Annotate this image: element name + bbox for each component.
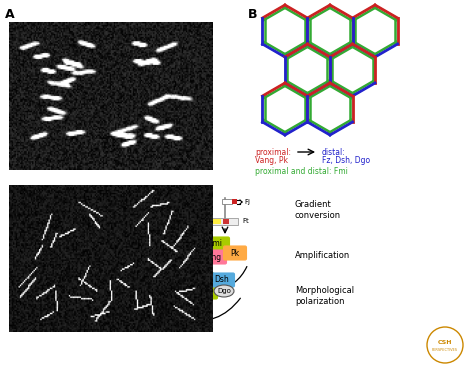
Text: Pk: Pk xyxy=(140,280,150,290)
FancyBboxPatch shape xyxy=(210,273,235,287)
FancyBboxPatch shape xyxy=(152,273,179,287)
FancyBboxPatch shape xyxy=(134,278,156,292)
Text: PERSPECTIVES: PERSPECTIVES xyxy=(432,348,458,352)
Text: Fmi: Fmi xyxy=(208,239,222,248)
Text: Fz: Fz xyxy=(199,276,207,284)
FancyBboxPatch shape xyxy=(172,250,194,264)
FancyBboxPatch shape xyxy=(148,285,177,299)
Text: Dgo: Dgo xyxy=(148,243,162,249)
Text: proximal:: proximal: xyxy=(255,148,291,157)
Text: Vang, Pk: Vang, Pk xyxy=(255,156,288,165)
Ellipse shape xyxy=(214,285,234,297)
Bar xyxy=(232,199,237,204)
Text: C: C xyxy=(103,190,112,203)
Text: Vang: Vang xyxy=(155,276,174,284)
Bar xyxy=(125,199,135,204)
Text: Dgo: Dgo xyxy=(217,288,231,294)
Text: Fz: Fz xyxy=(179,252,187,262)
FancyBboxPatch shape xyxy=(191,273,215,287)
Bar xyxy=(182,211,190,216)
Text: CSH: CSH xyxy=(438,339,452,345)
Text: distal:: distal: xyxy=(322,148,346,157)
Text: Pk: Pk xyxy=(230,248,239,258)
Text: Amplification: Amplification xyxy=(295,251,350,259)
Text: Output: Output xyxy=(168,323,198,332)
Text: Ft: Ft xyxy=(242,218,249,224)
Bar xyxy=(223,219,229,224)
Text: Fmi: Fmi xyxy=(196,287,210,297)
FancyBboxPatch shape xyxy=(149,250,174,264)
Text: Fj: Fj xyxy=(106,199,112,205)
Text: Morphological
polarization: Morphological polarization xyxy=(295,286,354,306)
Bar xyxy=(222,199,232,204)
FancyBboxPatch shape xyxy=(200,250,227,264)
Text: Fmi: Fmi xyxy=(168,239,182,248)
Text: Fz, Dsh, Dgo: Fz, Dsh, Dgo xyxy=(322,156,370,165)
Bar xyxy=(150,211,168,216)
Text: Dsh: Dsh xyxy=(155,252,169,262)
Bar xyxy=(183,218,238,225)
Text: Gradient
conversion: Gradient conversion xyxy=(295,200,341,220)
Bar xyxy=(148,210,203,217)
Text: proximal and distal: Fmi: proximal and distal: Fmi xyxy=(255,167,348,176)
FancyBboxPatch shape xyxy=(161,237,190,251)
Text: Fj: Fj xyxy=(244,199,250,205)
FancyBboxPatch shape xyxy=(224,246,246,260)
Bar xyxy=(203,219,211,224)
Text: Vang: Vang xyxy=(203,252,223,262)
Bar xyxy=(213,219,221,224)
Text: Dsh: Dsh xyxy=(215,276,229,284)
Bar xyxy=(120,199,125,204)
Text: B: B xyxy=(248,8,257,21)
FancyBboxPatch shape xyxy=(201,237,229,251)
Text: Fmi: Fmi xyxy=(156,287,170,297)
Ellipse shape xyxy=(144,239,166,253)
Bar xyxy=(185,219,201,224)
FancyBboxPatch shape xyxy=(189,285,218,299)
Text: A: A xyxy=(5,8,15,21)
Text: Ds: Ds xyxy=(136,210,145,216)
Bar xyxy=(170,211,180,216)
Bar xyxy=(192,211,198,216)
